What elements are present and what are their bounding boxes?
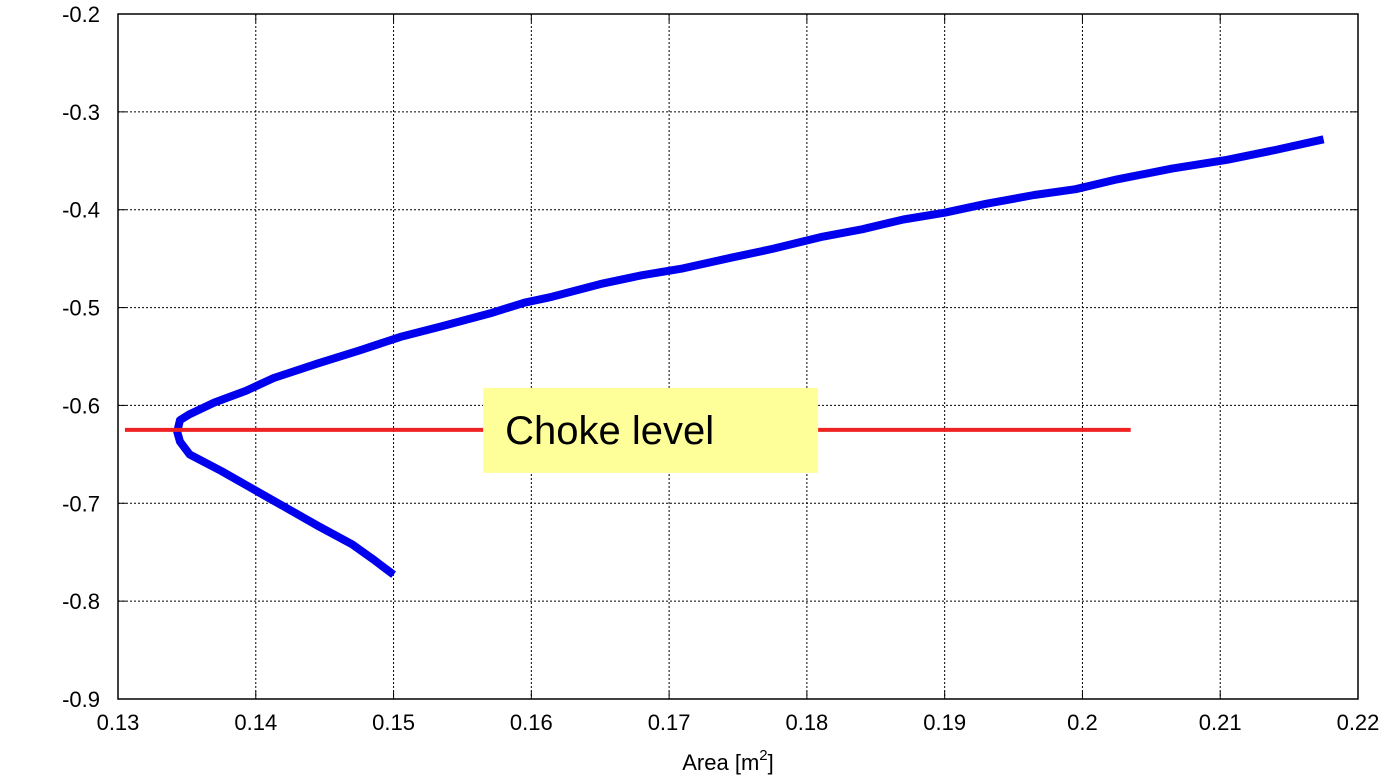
- y-tick-label: -0.8: [62, 589, 100, 614]
- x-axis-title-text: Area [m: [682, 750, 759, 775]
- y-tick-label: -0.2: [62, 2, 100, 27]
- x-tick-label: 0.17: [648, 710, 691, 735]
- annotation: Choke level: [483, 387, 819, 473]
- y-tick-label: -0.7: [62, 491, 100, 516]
- x-tick-label: 0.2: [1067, 710, 1098, 735]
- series-line-0: [173, 135, 1325, 578]
- x-tick-label: 0.15: [372, 710, 415, 735]
- y-tick-label: -0.9: [62, 687, 100, 712]
- x-axis-title: Area [m2]: [682, 747, 774, 775]
- grid: [118, 14, 1358, 699]
- x-axis: 0.13 0.14 0.15 0.16 0.17 0.18 0.19 0.2 0.21 0.22: [97, 14, 1380, 735]
- x-tick-label: 0.18: [785, 710, 828, 735]
- plot-area-frame: [117, 13, 1359, 700]
- x-axis-title-suffix: ]: [768, 750, 774, 775]
- x-tick-label: 0.14: [234, 710, 277, 735]
- annotation-text: Choke level: [505, 409, 714, 453]
- y-tick-label: -0.6: [62, 393, 100, 418]
- x-tick-label: 0.16: [510, 710, 553, 735]
- annotations: Choke level: [483, 387, 819, 473]
- y-axis: -0.2 -0.3 -0.4 -0.5 -0.6 -0.7 -0.8 -0.9: [62, 2, 1358, 712]
- y-tick-label: -0.4: [62, 198, 100, 223]
- x-tick-label: 0.13: [97, 710, 140, 735]
- y-tick-label: -0.5: [62, 296, 100, 321]
- annotation-box: [483, 387, 819, 473]
- x-tick-label: 0.21: [1199, 710, 1242, 735]
- x-tick-label: 0.19: [923, 710, 966, 735]
- y-tick-label: -0.3: [62, 100, 100, 125]
- x-axis-title-superscript: 2: [759, 747, 767, 764]
- series-lines: [124, 135, 1325, 578]
- x-tick-label: 0.22: [1337, 710, 1380, 735]
